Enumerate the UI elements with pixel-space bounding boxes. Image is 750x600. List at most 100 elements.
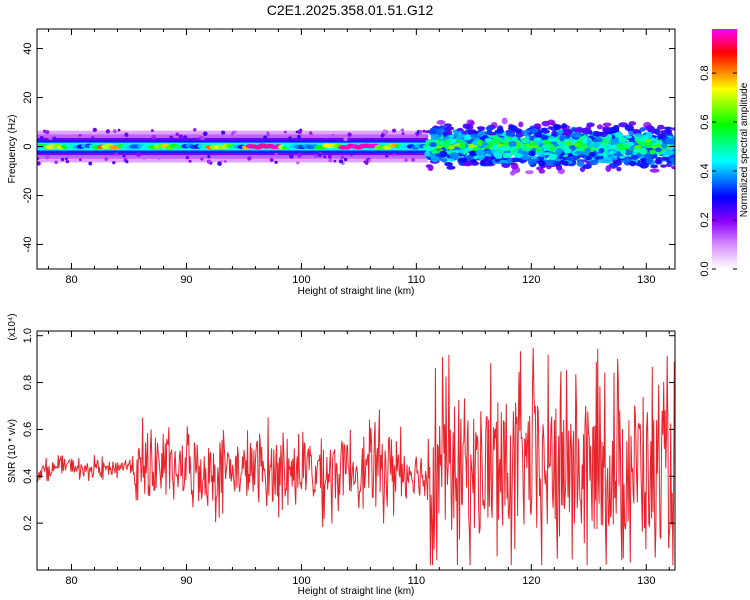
heatmap-cell [425,134,429,138]
x-tick-label: 90 [180,274,192,286]
heatmap-cell [593,141,601,149]
y-tick-label: 20 [22,91,34,103]
y-tick-label: 0.2 [22,515,34,530]
heatmap-cell [557,129,564,135]
heatmap-cell [469,120,475,126]
heatmap-cell [596,124,603,130]
heatmap-cell [585,155,592,161]
heatmap-cell [633,148,641,153]
heatmap-cell [382,129,387,134]
heatmap-cell [429,142,437,148]
heatmap-cell [629,160,637,167]
heatmap-cell [343,157,348,162]
spectrogram-frame [36,28,676,270]
heatmap-cell [493,151,501,158]
spectrogram-y-label: Frequency (Hz) [7,115,18,184]
heatmap-cell [413,134,417,138]
heatmap-cell [671,165,675,170]
heatmap-cell [655,143,662,149]
heatmap-cell [508,140,517,147]
heatmap-cell [459,141,466,148]
colorbar-tick-label: 0.2 [699,212,711,227]
heatmap-cell [39,136,44,140]
heatmap-cell [350,152,354,157]
heatmap-cell [220,159,223,163]
heatmap-cell [467,130,473,136]
heatmap-cell [283,130,287,134]
heatmap-cell [231,132,234,136]
heatmap-cell [521,150,530,156]
snr-panel: 80 90 100 110 120 130 0.2 0.4 0.6 0.8 1.0 Height … [7,313,676,597]
x-tick-label: 120 [522,575,540,587]
heatmap-cell [650,164,659,169]
heatmap-cell [392,153,396,156]
heatmap-cell [442,131,451,136]
heatmap-cell [477,140,483,147]
heatmap-cell [611,138,620,145]
heatmap-cell [527,158,535,166]
heatmap-cell [398,155,402,159]
heatmap-cell [266,132,270,137]
heatmap-cell [581,127,591,134]
heatmap-cell [125,137,128,141]
heatmap-cell [178,134,183,139]
heatmap-cell [372,135,376,139]
y-tick-label: 1.0 [22,328,34,343]
spectrogram-y-ticks: -40 -20 0 20 40 [22,42,675,252]
heatmap-cell [347,132,352,137]
y-tick-label: 0.8 [22,375,34,390]
heatmap-cell [540,127,548,131]
y-tick-label: -40 [22,237,34,253]
heatmap-cell [510,163,519,170]
heatmap-cell [447,158,456,162]
heatmap-cell [297,153,302,158]
heatmap-cell [586,122,595,128]
colorbar-gradient [712,29,737,269]
spectrogram-marks [37,117,675,176]
colorbar-tick-label: 0.8 [699,65,711,80]
x-tick-label: 100 [292,575,310,587]
heatmap-cell [339,159,343,164]
heatmap-cell [456,149,466,153]
heatmap-cell [430,155,440,163]
x-tick-label: 80 [65,575,77,587]
heatmap-cell [444,126,455,131]
heatmap-cell [630,153,639,161]
heatmap-cell [185,155,190,160]
heatmap-cell [616,143,624,150]
heatmap-cell [521,145,532,152]
heatmap-cell [558,135,565,142]
x-tick-label: 110 [408,274,426,286]
heatmap-cell [297,134,301,139]
heatmap-cell [639,147,648,155]
heatmap-cell [328,158,333,163]
heatmap-cell [538,168,546,174]
heatmap-cell [444,162,453,167]
heatmap-cell [552,124,562,129]
heatmap-cell [392,128,397,133]
heatmap-cell [317,153,322,158]
heatmap-cell [435,145,443,149]
heatmap-cell [468,143,474,149]
heatmap-cell [592,138,599,143]
heatmap-cell [247,156,252,161]
heatmap-cell [634,144,642,150]
heatmap-cell [667,138,675,145]
heatmap-cell [311,133,314,137]
heatmap-cell [37,157,40,161]
heatmap-cell [470,159,477,163]
heatmap-cell [659,130,667,134]
heatmap-cell [614,131,623,139]
heatmap-cell [151,134,156,140]
heatmap-cell [309,131,313,135]
heatmap-cell [589,159,599,166]
heatmap-cell [54,160,58,165]
heatmap-cell [323,155,327,159]
heatmap-cell [569,145,576,150]
heatmap-cell [584,147,591,153]
heatmap-cell [48,136,51,140]
heatmap-cell [645,125,655,132]
heatmap-cell [501,117,508,125]
heatmap-cell [643,153,652,160]
heatmap-cell [660,164,667,168]
